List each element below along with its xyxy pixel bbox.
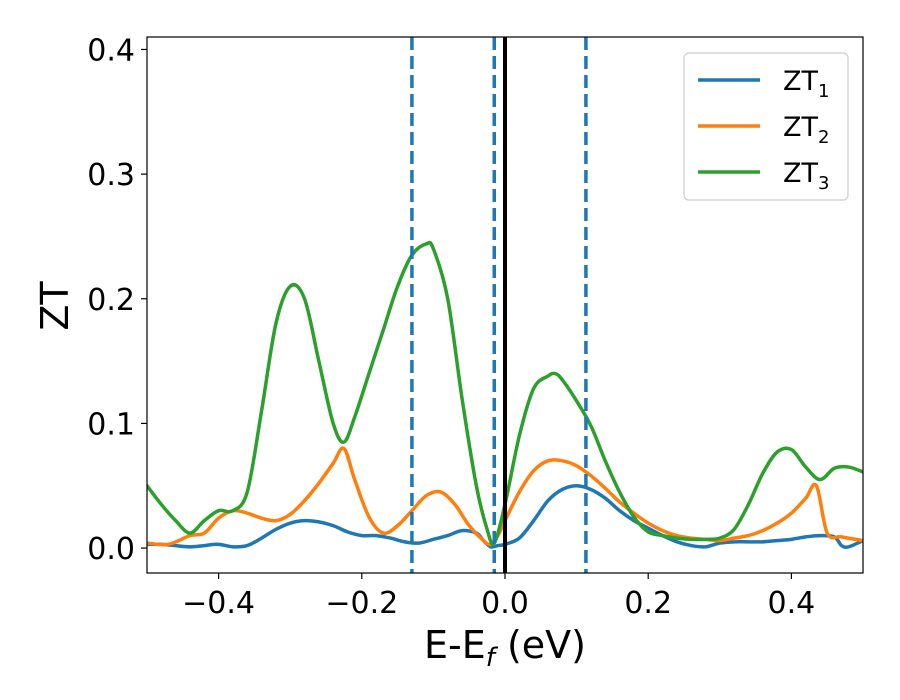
y-axis: 0.0 0.1 0.2 0.3 0.4 xyxy=(87,33,147,567)
legend-label-zt1: ZT1 xyxy=(783,66,829,102)
y-tick-label: 0.3 xyxy=(87,158,135,193)
series-line-zt2 xyxy=(147,446,863,547)
y-tick-label: 0.2 xyxy=(87,283,135,318)
x-axis: −0.4 −0.2 0.0 0.2 0.4 xyxy=(182,573,815,621)
x-tick-label: −0.4 xyxy=(182,586,255,621)
legend-label-zt3: ZT3 xyxy=(783,158,829,194)
x-axis-label-unit: (eV) xyxy=(495,623,586,667)
x-tick-label: 0.2 xyxy=(624,586,672,621)
y-tick-label: 0.4 xyxy=(87,33,135,68)
series-line-zt1 xyxy=(147,483,863,549)
x-axis-label: E-Ef (eV) xyxy=(424,623,586,673)
y-tick-label: 0.1 xyxy=(87,407,135,442)
y-axis-label: ZT xyxy=(33,281,77,331)
x-tick-label: −0.2 xyxy=(325,586,398,621)
y-tick-label: 0.0 xyxy=(87,532,135,567)
legend-box xyxy=(683,52,849,201)
x-axis-label-main: E-E xyxy=(424,623,486,667)
plot-area xyxy=(146,36,864,574)
x-tick-label: 0.0 xyxy=(481,586,529,621)
legend-label-zt2: ZT2 xyxy=(783,112,829,148)
x-tick-label: 0.4 xyxy=(768,586,816,621)
legend: ZT1 ZT2 ZT3 xyxy=(683,52,849,201)
